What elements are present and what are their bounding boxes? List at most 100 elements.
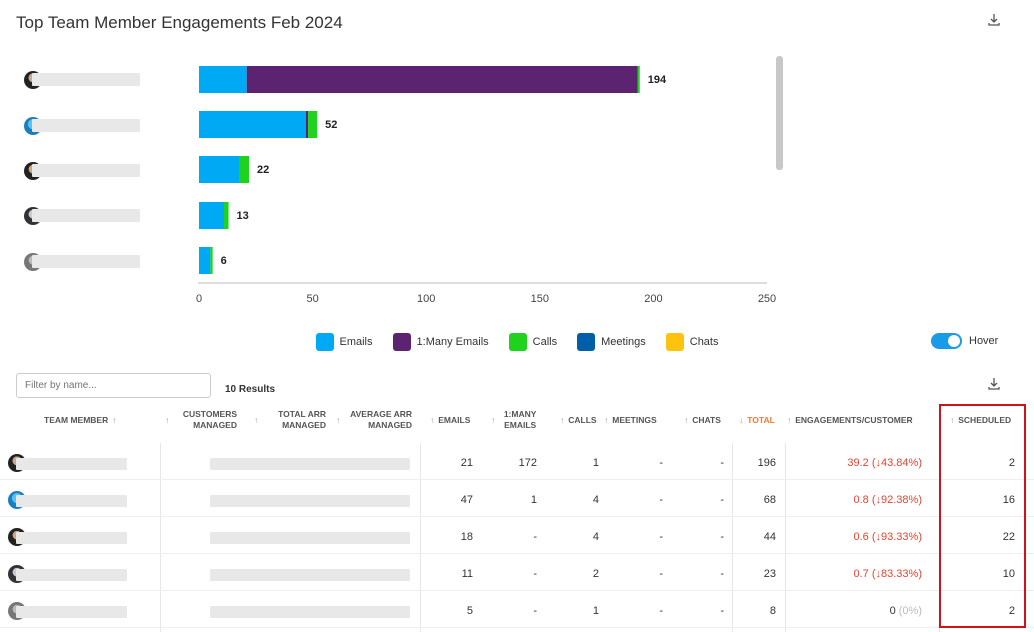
legend-item-chats[interactable]: Chats bbox=[665, 332, 719, 352]
header-emails[interactable]: ↑ EMAILS bbox=[430, 414, 471, 425]
legend-swatch bbox=[508, 333, 527, 351]
hover-label: Hover bbox=[969, 335, 999, 347]
bar-segment-emails bbox=[199, 111, 306, 138]
bar-segment-calls bbox=[210, 247, 213, 274]
cell-engagements: 0.6 (↓93.33%) bbox=[854, 531, 923, 543]
legend-label: Meetings bbox=[601, 336, 646, 348]
header-chats[interactable]: ↑ CHATS bbox=[684, 414, 721, 425]
column-divider bbox=[785, 443, 786, 632]
cell-chats: - bbox=[720, 568, 724, 580]
legend-item-calls[interactable]: Calls bbox=[508, 332, 557, 352]
cell-chats: - bbox=[720, 531, 724, 543]
cell-emails: 18 bbox=[460, 531, 473, 543]
header-team-member[interactable]: TEAM MEMBER ↑ bbox=[44, 414, 117, 425]
header-label: TOTAL bbox=[747, 414, 775, 425]
eng-value: 0.7 ( bbox=[853, 568, 876, 580]
bar-total-label: 22 bbox=[257, 164, 269, 176]
table-download-icon[interactable] bbox=[986, 376, 1002, 392]
legend-swatch bbox=[392, 333, 411, 351]
legend-item-meetings[interactable]: Meetings bbox=[577, 332, 646, 352]
cell-1many-emails: - bbox=[533, 568, 537, 580]
header-meetings[interactable]: ↑ MEETINGS bbox=[604, 414, 657, 425]
eng-value: 0 bbox=[889, 605, 896, 617]
cell-scheduled: 2 bbox=[1008, 605, 1015, 617]
cell-1many-emails: - bbox=[533, 605, 537, 617]
cell-emails: 47 bbox=[460, 494, 473, 506]
cell-engagements: 0 (0%) bbox=[890, 605, 922, 617]
header-average-arr[interactable]: ↑ AVERAGE ARR MANAGED bbox=[336, 409, 412, 430]
table-row[interactable]: 18 - 4 - - 44 0.6 (↓93.33%) 22 bbox=[0, 517, 1034, 554]
toggle-switch[interactable] bbox=[931, 333, 962, 349]
header-customers-managed[interactable]: ↑ CUSTOMERS MANAGED bbox=[165, 409, 237, 430]
cell-engagements: 0.7 (↓83.33%) bbox=[854, 568, 923, 580]
cell-scheduled: 16 bbox=[1002, 494, 1015, 506]
legend-label: Emails bbox=[339, 336, 373, 348]
header-1many-emails[interactable]: ↑ 1:MANY EMAILS bbox=[491, 405, 541, 435]
legend-swatch bbox=[665, 333, 684, 351]
cell-meetings: - bbox=[659, 605, 663, 617]
cell-chats: - bbox=[720, 494, 724, 506]
legend-swatch bbox=[315, 333, 334, 351]
eng-change: 43.84%) bbox=[881, 457, 922, 469]
x-tick-label: 100 bbox=[417, 293, 435, 305]
header-label: TOTAL ARR MANAGED bbox=[278, 409, 326, 430]
cell-emails: 21 bbox=[460, 457, 473, 469]
legend-item-emails[interactable]: Emails bbox=[315, 332, 373, 352]
bar-segment-calls bbox=[223, 202, 229, 229]
cell-total: 23 bbox=[763, 568, 776, 580]
download-icon[interactable] bbox=[986, 12, 1002, 28]
cell-total: 68 bbox=[763, 494, 776, 506]
engagement-bar-chart: 0 50 100 150 200 250 194 52 22 13 6 bbox=[196, 56, 783, 305]
chart-title: Top Team Member Engagements Feb 2024 bbox=[16, 13, 343, 32]
table-row[interactable]: 47 1 4 - - 68 0.8 (↓92.38%) 16 bbox=[0, 480, 1034, 517]
arrow-down-icon: ↓ bbox=[875, 457, 882, 469]
redacted-name bbox=[16, 495, 127, 507]
header-scheduled[interactable]: ↑ SCHEDULED bbox=[950, 414, 1012, 425]
table-row[interactable]: 11 - 2 - - 23 0.7 (↓83.33%) 10 bbox=[0, 554, 1034, 591]
x-tick-label: 150 bbox=[531, 293, 549, 305]
redacted-arr bbox=[210, 458, 410, 470]
header-label: CUSTOMERS MANAGED bbox=[182, 409, 237, 430]
header-label: CALLS bbox=[568, 414, 597, 425]
bar-segment-calls bbox=[637, 66, 640, 93]
cell-total: 8 bbox=[769, 605, 776, 617]
cell-total: 44 bbox=[763, 531, 776, 543]
bar-segment-calls bbox=[239, 156, 249, 183]
cell-chats: - bbox=[720, 457, 724, 469]
cell-1many-emails: 172 bbox=[518, 457, 537, 469]
eng-change: (0%) bbox=[898, 605, 922, 617]
bar-segment-emails bbox=[199, 156, 240, 183]
chart-legend: Emails 1:Many Emails Calls Meetings Chat… bbox=[0, 332, 1034, 352]
column-divider bbox=[160, 443, 161, 632]
bar-total-label: 6 bbox=[221, 255, 227, 267]
cell-engagements: 0.8 (↓92.38%) bbox=[854, 494, 923, 506]
chart-scrollbar bbox=[776, 56, 783, 170]
header-label: ENGAGEMENTS/CUSTOMER bbox=[795, 414, 913, 425]
header-engagements-customer[interactable]: ↑ ENGAGEMENTS/CUSTOMER bbox=[787, 414, 913, 425]
legend-label: 1:Many Emails bbox=[416, 336, 489, 348]
header-label: CHATS bbox=[692, 414, 721, 425]
legend-label: Chats bbox=[689, 336, 719, 348]
table-row[interactable]: 21 172 1 - - 196 39.2 (↓43.84%) 2 bbox=[0, 443, 1034, 480]
bar-total-label: 52 bbox=[325, 119, 337, 131]
cell-calls: 2 bbox=[592, 568, 599, 580]
header-calls[interactable]: ↑ CALLS bbox=[560, 414, 597, 425]
bar-segment-emails bbox=[199, 247, 211, 274]
header-label: SCHEDULED bbox=[958, 414, 1012, 425]
table-row[interactable]: 5 - 1 - - 8 0 (0%) 2 bbox=[0, 591, 1034, 628]
x-tick-label: 250 bbox=[758, 293, 776, 305]
cell-1many-emails: 1 bbox=[530, 494, 537, 506]
cell-scheduled: 22 bbox=[1002, 531, 1015, 543]
header-label: 1:MANY EMAILS bbox=[503, 409, 537, 430]
cell-scheduled: 10 bbox=[1002, 568, 1015, 580]
legend-item-1many-emails[interactable]: 1:Many Emails bbox=[392, 332, 489, 352]
filter-by-name-input[interactable] bbox=[16, 373, 211, 398]
cell-emails: 5 bbox=[466, 605, 473, 617]
header-total[interactable]: ↓ TOTAL bbox=[739, 414, 775, 425]
cell-emails: 11 bbox=[461, 568, 473, 580]
bar-total-label: 194 bbox=[648, 74, 667, 86]
header-total-arr[interactable]: ↑ TOTAL ARR MANAGED bbox=[254, 409, 326, 430]
cell-meetings: - bbox=[659, 568, 663, 580]
hover-toggle[interactable]: Hover bbox=[931, 333, 998, 349]
cell-total: 196 bbox=[757, 457, 776, 469]
